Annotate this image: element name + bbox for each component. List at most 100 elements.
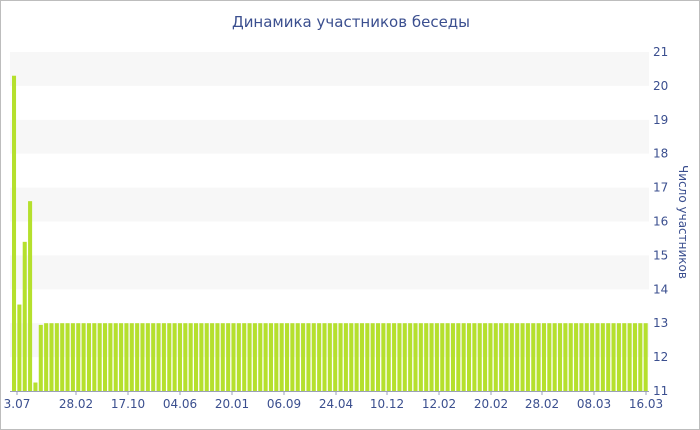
bar — [161, 323, 166, 391]
bar — [386, 323, 391, 391]
bar — [86, 323, 91, 391]
bar — [472, 323, 477, 391]
bar — [199, 323, 204, 391]
bar — [38, 324, 43, 391]
x-tick-label: 28.02 — [59, 397, 93, 411]
bar — [285, 323, 290, 391]
bar — [488, 323, 493, 391]
bar — [638, 323, 643, 391]
bar — [65, 323, 70, 391]
bar — [622, 323, 627, 391]
bar — [210, 323, 215, 391]
bar — [349, 323, 354, 391]
bar — [402, 323, 407, 391]
bar — [81, 323, 86, 391]
bar — [376, 323, 381, 391]
bar — [167, 323, 172, 391]
bar — [70, 323, 75, 391]
bar — [177, 323, 182, 391]
bar — [108, 323, 113, 391]
y-tick-label: 19 — [653, 113, 668, 127]
y-tick-label: 15 — [653, 248, 668, 262]
grid-band — [10, 187, 649, 222]
y-tick-label: 11 — [653, 384, 668, 398]
bar — [226, 323, 231, 391]
x-tick-label: 06.09 — [267, 397, 301, 411]
bar — [306, 323, 311, 391]
x-tick-label: 3.07 — [4, 397, 31, 411]
x-tick-label: 12.02 — [422, 397, 456, 411]
x-tick-label: 24.04 — [319, 397, 353, 411]
bar — [440, 323, 445, 391]
grid-band — [10, 52, 649, 86]
bar — [483, 323, 488, 391]
bar — [429, 323, 434, 391]
bar — [456, 323, 461, 391]
bar — [290, 323, 295, 391]
bar — [413, 323, 418, 391]
bar — [381, 323, 386, 391]
bar — [424, 323, 429, 391]
bar — [49, 323, 54, 391]
x-tick-label: 20.02 — [474, 397, 508, 411]
bar — [574, 323, 579, 391]
bar — [370, 323, 375, 391]
bar — [204, 323, 209, 391]
y-tick-label: 18 — [653, 147, 668, 161]
y-tick-label: 12 — [653, 350, 668, 364]
bar — [568, 323, 573, 391]
bar — [268, 323, 273, 391]
y-tick-label: 20 — [653, 79, 668, 93]
bar — [643, 323, 648, 391]
bar — [301, 323, 306, 391]
bar — [194, 323, 199, 391]
bar — [183, 323, 188, 391]
y-tick-label: 13 — [653, 316, 668, 330]
bar — [311, 323, 316, 391]
y-tick-label: 21 — [653, 45, 668, 59]
bar — [322, 323, 327, 391]
bar — [151, 323, 156, 391]
bar — [365, 323, 370, 391]
bar — [140, 323, 145, 391]
bar — [579, 323, 584, 391]
bar — [611, 323, 616, 391]
bar — [22, 241, 27, 391]
bar — [247, 323, 252, 391]
bar — [504, 323, 509, 391]
bar — [103, 323, 108, 391]
bar — [552, 323, 557, 391]
bar — [60, 323, 65, 391]
bar — [327, 323, 332, 391]
bar — [541, 323, 546, 391]
bar — [461, 323, 466, 391]
bar — [12, 75, 17, 391]
bar — [595, 323, 600, 391]
bar — [17, 304, 22, 391]
bar — [584, 323, 589, 391]
bar — [515, 323, 520, 391]
bar — [188, 323, 193, 391]
bar — [231, 323, 236, 391]
x-tick-label: 28.02 — [525, 397, 559, 411]
bar — [493, 323, 498, 391]
bar — [590, 323, 595, 391]
grid-band — [10, 255, 649, 290]
bar — [28, 201, 33, 391]
bar — [606, 323, 611, 391]
bar — [263, 323, 268, 391]
bar — [129, 323, 134, 391]
bar — [627, 323, 632, 391]
bar — [354, 323, 359, 391]
bar — [54, 323, 59, 391]
bar — [616, 323, 621, 391]
bar — [338, 323, 343, 391]
bar — [92, 323, 97, 391]
bar — [418, 323, 423, 391]
bar — [215, 323, 220, 391]
bar — [525, 323, 530, 391]
bar — [124, 323, 129, 391]
x-tick-label: 16.03 — [629, 397, 663, 411]
